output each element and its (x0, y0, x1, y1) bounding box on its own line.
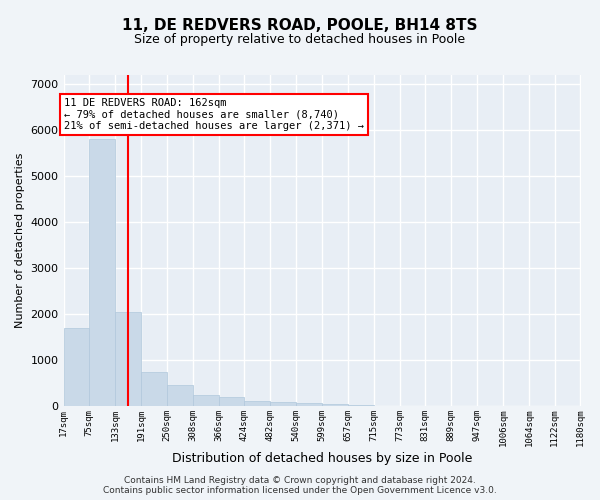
Bar (167, 386, 193, 406)
Bar (348, 405, 374, 406)
Bar (141, 372, 167, 406)
Text: 11 DE REDVERS ROAD: 162sqm
← 79% of detached houses are smaller (8,740)
21% of s: 11 DE REDVERS ROAD: 162sqm ← 79% of deta… (64, 98, 364, 131)
Text: Contains HM Land Registry data © Crown copyright and database right 2024.
Contai: Contains HM Land Registry data © Crown c… (103, 476, 497, 495)
Bar (270, 402, 296, 406)
Bar (296, 403, 322, 406)
Bar (115, 312, 141, 406)
X-axis label: Distribution of detached houses by size in Poole: Distribution of detached houses by size … (172, 452, 472, 465)
Text: Size of property relative to detached houses in Poole: Size of property relative to detached ho… (134, 32, 466, 46)
Text: 11, DE REDVERS ROAD, POOLE, BH14 8TS: 11, DE REDVERS ROAD, POOLE, BH14 8TS (122, 18, 478, 32)
Y-axis label: Number of detached properties: Number of detached properties (15, 153, 25, 328)
Bar (218, 397, 244, 406)
Bar (244, 400, 270, 406)
Bar (89, 140, 115, 406)
Bar (193, 394, 218, 406)
Bar (64, 328, 89, 406)
Bar (322, 404, 348, 406)
